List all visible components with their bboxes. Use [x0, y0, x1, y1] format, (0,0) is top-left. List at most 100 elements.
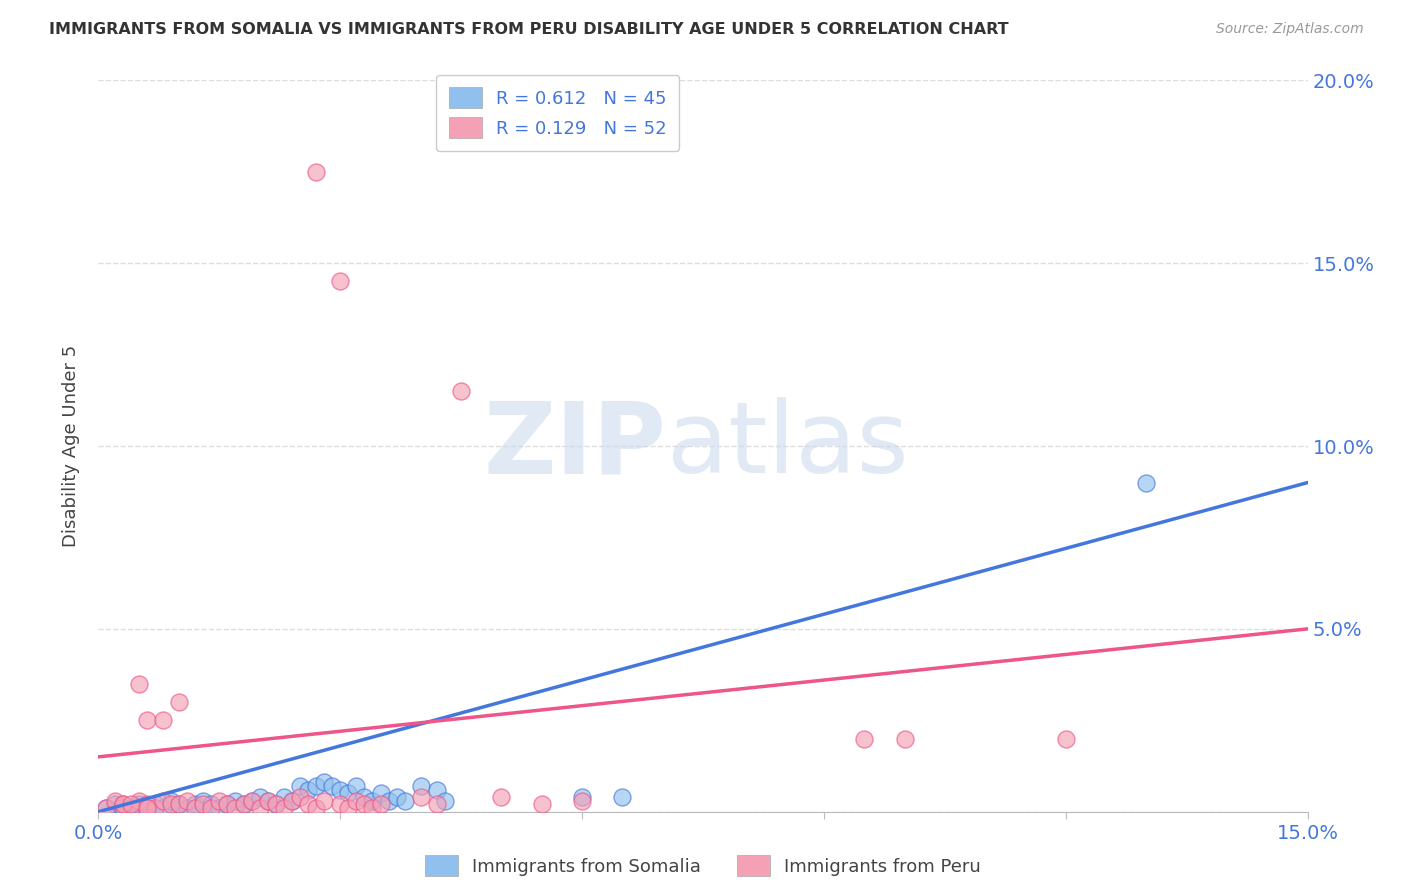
Point	[249, 790, 271, 805]
Text: ZIP: ZIP	[484, 398, 666, 494]
Point	[409, 779, 432, 793]
Point	[200, 797, 222, 812]
Point	[281, 794, 304, 808]
Point	[337, 787, 360, 801]
Point	[264, 797, 287, 812]
Point	[184, 797, 207, 812]
Point	[135, 797, 157, 812]
Point	[111, 797, 134, 812]
Point	[240, 794, 263, 808]
Point	[176, 794, 198, 808]
Point	[193, 797, 215, 812]
Point	[120, 801, 142, 815]
Point	[96, 801, 118, 815]
Point	[344, 794, 367, 808]
Point	[167, 797, 190, 812]
Point	[426, 782, 449, 797]
Point	[305, 164, 328, 178]
Text: IMMIGRANTS FROM SOMALIA VS IMMIGRANTS FROM PERU DISABILITY AGE UNDER 5 CORRELATI: IMMIGRANTS FROM SOMALIA VS IMMIGRANTS FR…	[49, 22, 1010, 37]
Point	[167, 797, 190, 812]
Point	[273, 801, 295, 815]
Point	[217, 797, 239, 812]
Point	[530, 797, 553, 812]
Point	[208, 794, 231, 808]
Point	[135, 714, 157, 728]
Point	[193, 794, 215, 808]
Point	[152, 794, 174, 808]
Point	[612, 790, 634, 805]
Legend: Immigrants from Somalia, Immigrants from Peru: Immigrants from Somalia, Immigrants from…	[418, 848, 988, 883]
Point	[853, 731, 876, 746]
Point	[321, 779, 343, 793]
Point	[103, 794, 125, 808]
Point	[256, 794, 278, 808]
Point	[394, 794, 416, 808]
Point	[120, 797, 142, 812]
Point	[240, 794, 263, 808]
Point	[409, 790, 432, 805]
Point	[353, 790, 375, 805]
Point	[128, 676, 150, 690]
Point	[120, 801, 142, 815]
Point	[314, 794, 336, 808]
Point	[208, 801, 231, 815]
Point	[385, 790, 408, 805]
Point	[103, 797, 125, 812]
Point	[152, 714, 174, 728]
Point	[111, 797, 134, 812]
Point	[305, 779, 328, 793]
Point	[1135, 475, 1157, 490]
Point	[184, 801, 207, 815]
Point	[135, 801, 157, 815]
Point	[249, 801, 271, 815]
Point	[232, 797, 254, 812]
Point	[353, 797, 375, 812]
Point	[111, 801, 134, 815]
Point	[893, 731, 915, 746]
Point	[571, 794, 593, 808]
Point	[152, 801, 174, 815]
Point	[361, 801, 384, 815]
Y-axis label: Disability Age Under 5: Disability Age Under 5	[62, 345, 80, 547]
Point	[297, 782, 319, 797]
Point	[167, 695, 190, 709]
Point	[232, 797, 254, 812]
Point	[450, 384, 472, 398]
Point	[143, 797, 166, 812]
Point	[337, 801, 360, 815]
Point	[143, 801, 166, 815]
Point	[1054, 731, 1077, 746]
Point	[571, 790, 593, 805]
Point	[329, 797, 352, 812]
Point	[361, 794, 384, 808]
Point	[128, 797, 150, 812]
Point	[176, 801, 198, 815]
Point	[160, 797, 183, 812]
Point	[297, 797, 319, 812]
Point	[344, 779, 367, 793]
Point	[288, 790, 311, 805]
Point	[377, 794, 399, 808]
Point	[96, 801, 118, 815]
Point	[224, 794, 246, 808]
Point	[128, 794, 150, 808]
Point	[370, 797, 392, 812]
Point	[426, 797, 449, 812]
Point	[314, 775, 336, 789]
Point	[288, 779, 311, 793]
Point	[370, 787, 392, 801]
Point	[434, 794, 457, 808]
Point	[217, 797, 239, 812]
Point	[273, 790, 295, 805]
Text: atlas: atlas	[666, 398, 908, 494]
Point	[329, 782, 352, 797]
Point	[160, 794, 183, 808]
Point	[111, 801, 134, 815]
Point	[200, 801, 222, 815]
Point	[305, 801, 328, 815]
Point	[256, 794, 278, 808]
Point	[281, 794, 304, 808]
Point	[329, 275, 352, 289]
Point	[264, 797, 287, 812]
Point	[135, 801, 157, 815]
